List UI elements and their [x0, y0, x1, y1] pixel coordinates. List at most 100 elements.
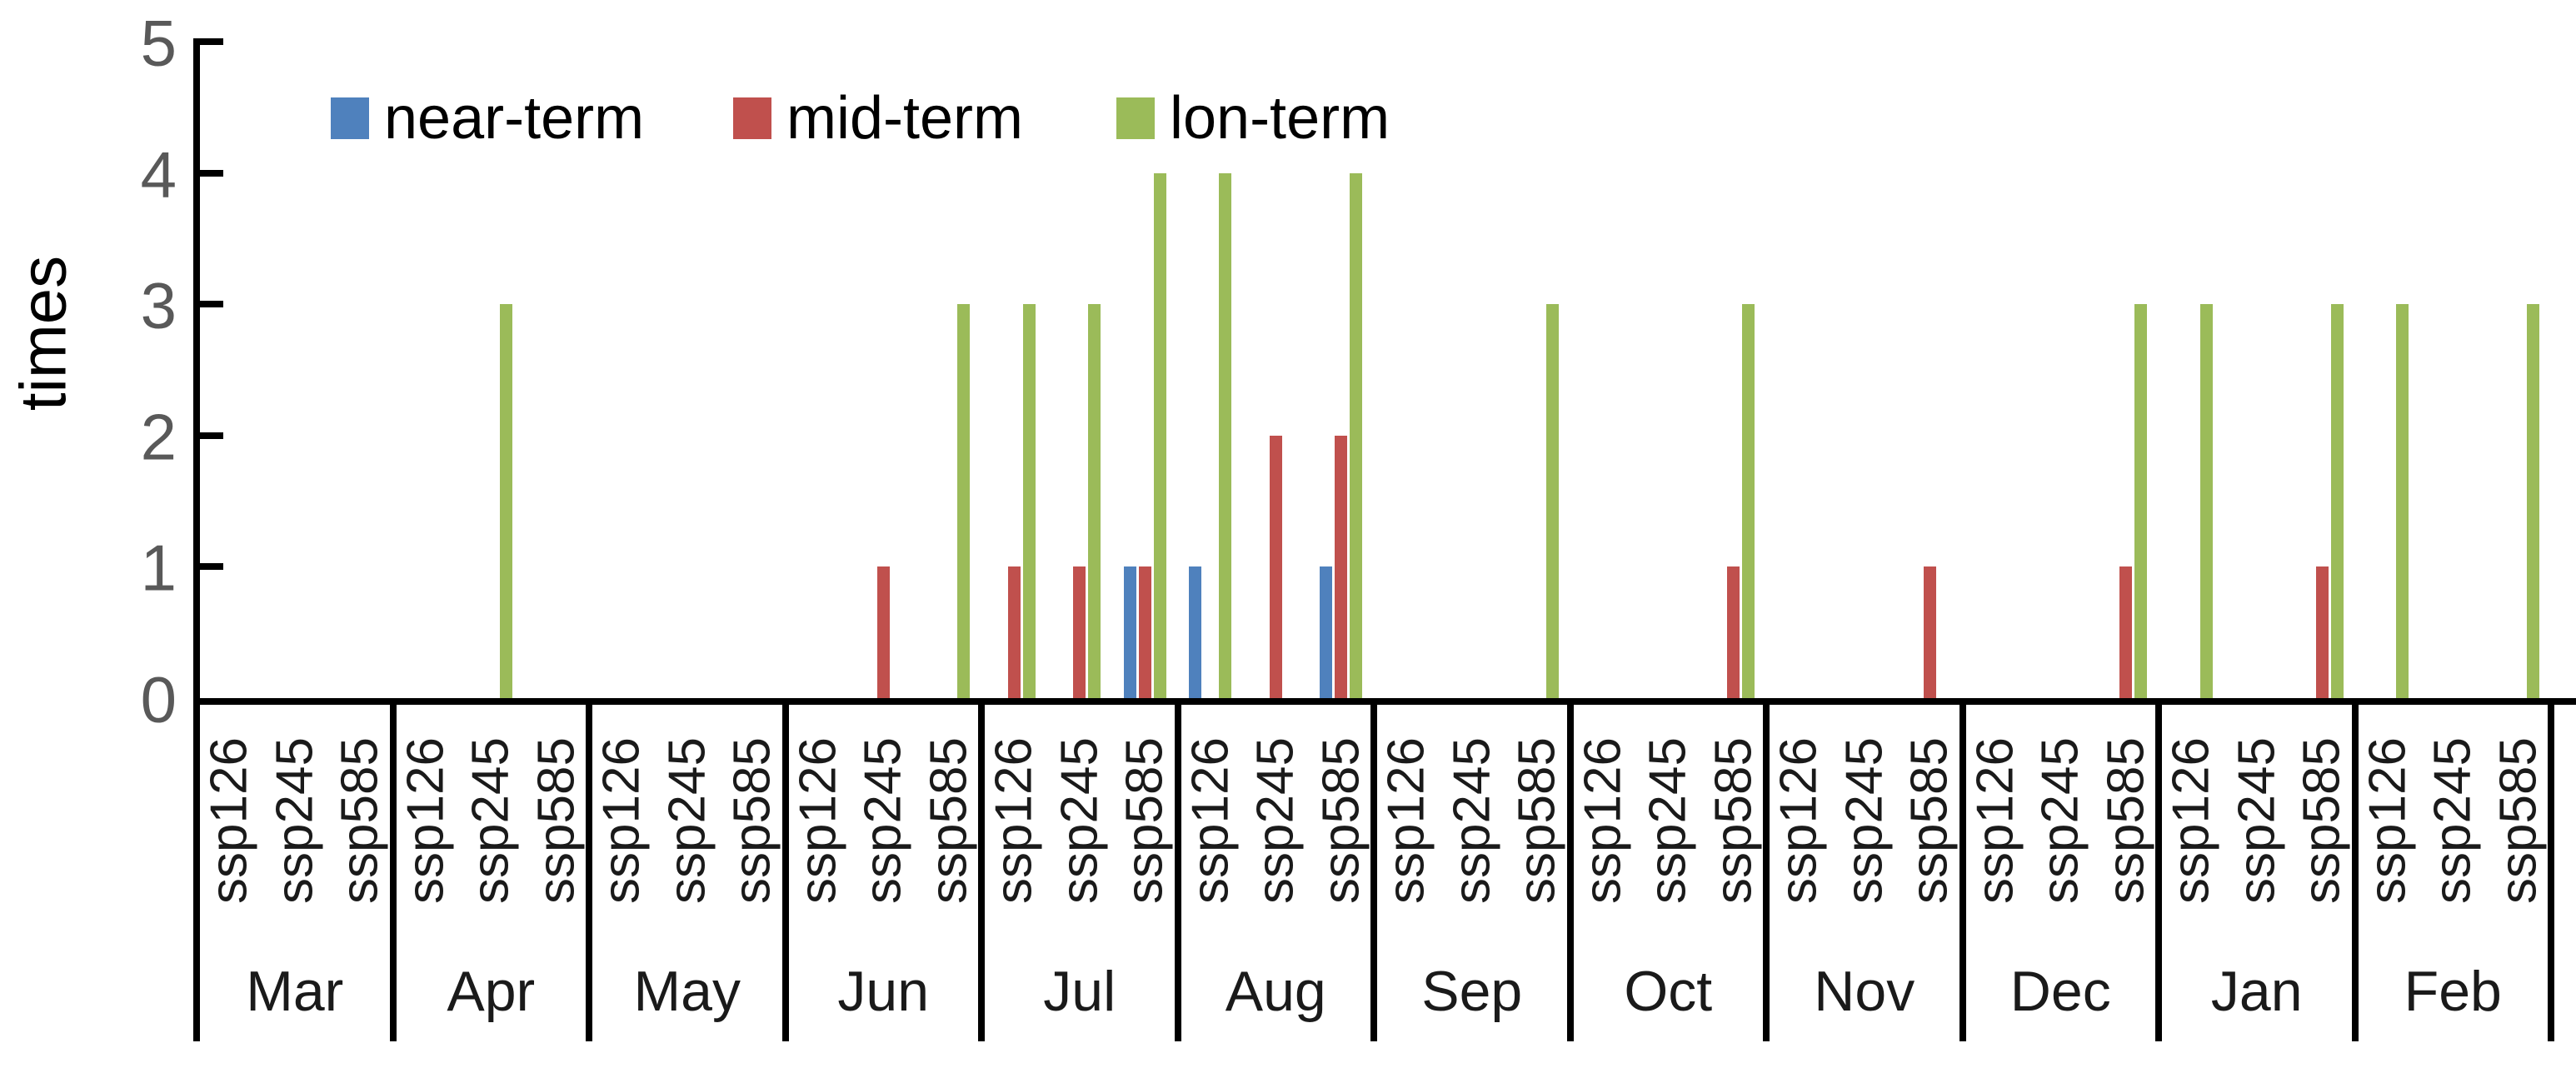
scenario-label-Jun-ssp585: ssp585 [920, 737, 978, 904]
y-axis-line [193, 38, 200, 705]
x-axis-line [193, 698, 2576, 705]
month-separator-line [781, 705, 789, 1041]
scenario-label-Feb-ssp245: ssp245 [2424, 737, 2482, 904]
bar-lon-term-Feb-ssp126 [2396, 304, 2409, 698]
scenario-label-Jun-ssp126: ssp126 [789, 737, 847, 904]
month-separator-line [1174, 705, 1181, 1041]
legend-label-near-term: near-term [384, 85, 645, 152]
bar-lon-term-Apr-ssp245 [499, 304, 512, 698]
month-separator-line [2351, 705, 2359, 1041]
scenario-label-Oct-ssp126: ssp126 [1574, 737, 1632, 904]
scenario-label-Jan-ssp245: ssp245 [2228, 737, 2286, 904]
y-tick-mark [200, 563, 223, 571]
scenario-label-Nov-ssp245: ssp245 [1835, 737, 1894, 904]
bar-mid-term-Aug-ssp245 [1269, 435, 1282, 698]
scenario-label-Oct-ssp585: ssp585 [1705, 737, 1763, 904]
y-tick-label: 5 [140, 6, 177, 80]
y-tick-label: 2 [140, 400, 177, 474]
month-separator-line [389, 705, 397, 1041]
y-tick-label: 0 [140, 662, 177, 736]
scenario-label-May-ssp245: ssp245 [658, 737, 716, 904]
month-separator-line [978, 705, 985, 1041]
month-separator-line [1370, 705, 1377, 1041]
month-separator-line [1959, 705, 1966, 1041]
month-label-Jun: Jun [837, 960, 930, 1023]
scenario-label-Sep-ssp126: ssp126 [1377, 737, 1435, 904]
scenario-label-Jan-ssp585: ssp585 [2293, 737, 2351, 904]
month-separator-line [2548, 705, 2554, 1041]
month-label-Aug: Aug [1225, 960, 1326, 1023]
scenario-label-Nov-ssp126: ssp126 [1770, 737, 1828, 904]
scenario-label-Feb-ssp585: ssp585 [2489, 737, 2548, 904]
scenario-label-May-ssp126: ssp126 [592, 737, 651, 904]
bar-near-term-Jul-ssp585 [1123, 566, 1136, 698]
bar-mid-term-Dec-ssp585 [2119, 566, 2133, 698]
scenario-label-Feb-ssp126: ssp126 [2359, 737, 2417, 904]
scenario-label-Apr-ssp126: ssp126 [397, 737, 455, 904]
bar-mid-term-Oct-ssp585 [1727, 566, 1740, 698]
month-label-Oct: Oct [1624, 960, 1713, 1023]
bar-lon-term-Feb-ssp585 [2527, 304, 2540, 698]
month-label-Apr: Apr [447, 960, 536, 1023]
bar-lon-term-Jun-ssp585 [957, 304, 971, 698]
bar-lon-term-Jan-ssp126 [2199, 304, 2213, 698]
y-tick-mark [200, 169, 223, 177]
scenario-label-Sep-ssp585: ssp585 [1508, 737, 1566, 904]
bar-mid-term-Jul-ssp585 [1138, 566, 1151, 698]
bar-lon-term-Aug-ssp126 [1219, 172, 1232, 698]
legend-label-lon-term: lon-term [1170, 85, 1390, 152]
month-separator-line [1566, 705, 1574, 1041]
scenario-label-Dec-ssp585: ssp585 [2097, 737, 2155, 904]
legend-swatch-lon-term [1116, 97, 1155, 139]
scenario-label-Jan-ssp126: ssp126 [2162, 737, 2220, 904]
bar-mid-term-Jun-ssp245 [876, 566, 890, 698]
scenario-label-Aug-ssp126: ssp126 [1181, 737, 1240, 904]
scenario-label-Jul-ssp585: ssp585 [1116, 737, 1174, 904]
bar-lon-term-Jul-ssp126 [1022, 304, 1036, 698]
bar-near-term-Aug-ssp585 [1320, 566, 1333, 698]
scenario-label-Jun-ssp245: ssp245 [854, 737, 912, 904]
bar-mid-term-Nov-ssp585 [1923, 566, 1936, 698]
bar-lon-term-Dec-ssp585 [2134, 304, 2148, 698]
month-separator-line [586, 705, 592, 1041]
legend-swatch-near-term [331, 97, 369, 139]
bar-mid-term-Jan-ssp585 [2315, 566, 2329, 698]
month-label-Nov: Nov [1814, 960, 1915, 1023]
bar-lon-term-Aug-ssp585 [1350, 172, 1363, 698]
month-label-Jan: Jan [2210, 960, 2303, 1023]
bar-lon-term-Jul-ssp585 [1153, 172, 1166, 698]
bar-mid-term-Jul-ssp245 [1073, 566, 1086, 698]
scenario-label-Mar-ssp126: ssp126 [200, 737, 258, 904]
scenario-label-Dec-ssp126: ssp126 [1966, 737, 2024, 904]
scenario-label-Apr-ssp245: ssp245 [462, 737, 520, 904]
bar-near-term-Aug-ssp126 [1189, 566, 1202, 698]
month-label-Sep: Sep [1421, 960, 1523, 1023]
scenario-label-Oct-ssp245: ssp245 [1639, 737, 1697, 904]
legend-label-mid-term: mid-term [786, 85, 1023, 152]
scenario-label-Aug-ssp245: ssp245 [1246, 737, 1305, 904]
scenario-label-Mar-ssp245: ssp245 [266, 737, 324, 904]
legend-swatch-mid-term [733, 97, 771, 139]
scenario-label-Sep-ssp245: ssp245 [1443, 737, 1501, 904]
month-label-May: May [633, 960, 741, 1023]
y-tick-mark [200, 38, 223, 45]
y-tick-label: 1 [140, 531, 177, 605]
scenario-label-Dec-ssp245: ssp245 [2031, 737, 2089, 904]
scenario-label-Apr-ssp585: ssp585 [527, 737, 586, 904]
bar-lon-term-Jan-ssp585 [2330, 304, 2344, 698]
month-separator-line [193, 705, 200, 1041]
bar-mid-term-Jul-ssp126 [1007, 566, 1021, 698]
scenario-label-Nov-ssp585: ssp585 [1900, 737, 1959, 904]
bar-mid-term-Aug-ssp585 [1335, 435, 1348, 698]
bar-lon-term-Oct-ssp585 [1742, 304, 1755, 698]
scenario-label-May-ssp585: ssp585 [723, 737, 781, 904]
y-tick-mark [200, 301, 223, 308]
month-separator-line [2155, 705, 2162, 1041]
scenario-label-Jul-ssp245: ssp245 [1051, 737, 1109, 904]
bar-lon-term-Jul-ssp245 [1088, 304, 1101, 698]
month-label-Feb: Feb [2404, 960, 2502, 1023]
y-tick-label: 3 [140, 268, 177, 342]
scenario-label-Jul-ssp126: ssp126 [985, 737, 1043, 904]
month-separator-line [1763, 705, 1770, 1041]
